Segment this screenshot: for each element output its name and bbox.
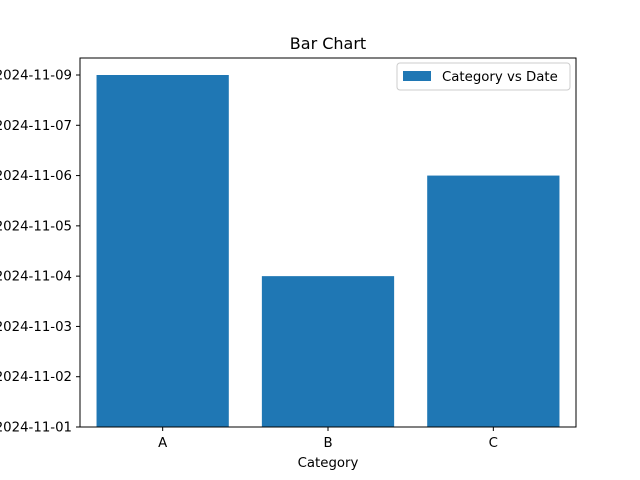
y-tick-label: 2024-11-06 xyxy=(0,169,72,184)
bar-b xyxy=(261,276,395,427)
chart-title: Bar Chart xyxy=(290,34,366,53)
y-axis-ticks: 2024-11-01 2024-11-02 2024-11-03 2024-11-04… xyxy=(0,69,80,436)
legend-label: Category vs Date xyxy=(442,70,558,85)
x-axis-label: Category xyxy=(298,456,359,471)
x-tick-label: B xyxy=(323,436,332,451)
bar-c xyxy=(427,175,560,427)
y-tick-label: 2024-11-02 xyxy=(0,370,72,385)
y-tick-label: 2024-11-05 xyxy=(0,219,72,234)
legend-swatch xyxy=(403,71,431,81)
bars-layer xyxy=(96,75,560,427)
legend: Category vs Date xyxy=(396,62,571,91)
y-tick-label: 2024-11-03 xyxy=(0,320,72,335)
x-axis-ticks: A B C xyxy=(158,427,498,451)
axes-frame xyxy=(79,57,577,428)
y-tick-label: 2024-11-04 xyxy=(0,270,72,285)
x-tick-label: A xyxy=(158,436,167,451)
x-tick-label: C xyxy=(489,436,498,451)
y-tick-label: 2024-11-01 xyxy=(0,421,72,436)
y-tick-label: 2024-11-09 xyxy=(0,69,72,84)
legend-box xyxy=(396,62,571,91)
y-tick-label: 2024-11-07 xyxy=(0,119,72,134)
bar-a xyxy=(96,75,229,427)
